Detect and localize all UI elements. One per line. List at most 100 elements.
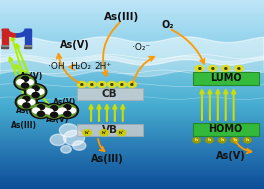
FancyBboxPatch shape [77, 124, 143, 136]
Circle shape [17, 80, 24, 85]
Circle shape [100, 129, 109, 136]
Circle shape [32, 104, 50, 117]
Circle shape [58, 104, 76, 117]
Text: LUMO: LUMO [210, 74, 242, 83]
Text: h: h [208, 138, 211, 142]
Circle shape [63, 130, 84, 146]
Circle shape [61, 146, 71, 153]
Text: e: e [211, 66, 214, 71]
Circle shape [77, 81, 87, 88]
Circle shape [43, 104, 65, 119]
Text: HOMO: HOMO [209, 125, 243, 134]
FancyBboxPatch shape [193, 72, 259, 85]
Circle shape [234, 65, 244, 72]
Text: As(V): As(V) [216, 151, 246, 161]
Text: 2H⁺: 2H⁺ [95, 62, 111, 71]
Circle shape [208, 65, 217, 72]
Polygon shape [17, 29, 31, 37]
Text: As(III): As(III) [11, 121, 37, 130]
Circle shape [51, 106, 58, 111]
Circle shape [73, 141, 86, 150]
Circle shape [87, 81, 97, 88]
FancyBboxPatch shape [77, 88, 143, 100]
Circle shape [27, 100, 35, 105]
Circle shape [15, 94, 37, 110]
Circle shape [117, 81, 127, 88]
Text: e: e [80, 82, 84, 87]
Text: e: e [90, 82, 94, 87]
Circle shape [127, 81, 137, 88]
Polygon shape [25, 29, 31, 48]
Circle shape [45, 105, 63, 118]
Circle shape [37, 89, 44, 94]
Text: CB: CB [102, 89, 117, 99]
Text: As(V): As(V) [46, 115, 70, 124]
Text: h: h [246, 138, 249, 142]
Text: e: e [120, 82, 124, 87]
Circle shape [117, 129, 126, 136]
Circle shape [22, 76, 29, 81]
Circle shape [17, 96, 35, 108]
Text: ·OH: ·OH [49, 62, 65, 71]
Polygon shape [2, 29, 17, 37]
Text: O₂: O₂ [161, 20, 174, 29]
Text: h: h [220, 138, 224, 142]
Circle shape [26, 80, 33, 85]
Circle shape [195, 65, 204, 72]
Circle shape [37, 105, 44, 110]
Circle shape [30, 103, 52, 119]
Circle shape [46, 109, 53, 114]
Circle shape [221, 65, 230, 72]
Text: As(V): As(V) [60, 40, 90, 50]
Text: e: e [237, 66, 241, 71]
Circle shape [64, 111, 71, 116]
Circle shape [97, 81, 107, 88]
Circle shape [218, 137, 226, 143]
Circle shape [59, 124, 78, 137]
Circle shape [192, 137, 201, 143]
Text: h: h [233, 138, 236, 142]
Circle shape [50, 134, 66, 146]
Text: VB: VB [102, 125, 117, 135]
Text: e: e [224, 66, 228, 71]
Circle shape [23, 103, 30, 108]
Circle shape [25, 84, 47, 100]
Circle shape [230, 137, 239, 143]
Circle shape [16, 76, 34, 89]
Text: ·O₂⁻: ·O₂⁻ [132, 43, 150, 52]
Circle shape [59, 108, 66, 113]
Circle shape [23, 96, 30, 101]
Circle shape [32, 86, 39, 91]
Circle shape [18, 100, 25, 105]
Circle shape [64, 105, 71, 110]
Circle shape [14, 74, 36, 90]
Text: h⁺: h⁺ [84, 131, 90, 135]
Text: h: h [195, 138, 198, 142]
Circle shape [37, 111, 44, 116]
Circle shape [205, 137, 214, 143]
Circle shape [32, 92, 39, 98]
Polygon shape [2, 29, 8, 48]
Circle shape [33, 108, 40, 113]
Circle shape [68, 108, 76, 113]
Circle shape [55, 109, 62, 114]
Text: H₂O₂: H₂O₂ [70, 62, 91, 71]
Circle shape [27, 85, 45, 98]
Text: e: e [197, 66, 201, 71]
FancyBboxPatch shape [193, 123, 259, 136]
Circle shape [107, 81, 117, 88]
Text: As(V): As(V) [53, 98, 76, 107]
Text: As(V): As(V) [20, 72, 43, 81]
Text: As(V): As(V) [16, 106, 39, 115]
Circle shape [51, 112, 58, 117]
Text: h⁺: h⁺ [119, 131, 124, 135]
Text: h⁺: h⁺ [102, 131, 107, 135]
Circle shape [27, 89, 35, 94]
Circle shape [56, 103, 78, 119]
Circle shape [42, 108, 49, 113]
Circle shape [243, 137, 252, 143]
Text: e: e [110, 82, 114, 87]
Circle shape [82, 129, 92, 136]
Text: e: e [100, 82, 104, 87]
Circle shape [22, 83, 29, 88]
